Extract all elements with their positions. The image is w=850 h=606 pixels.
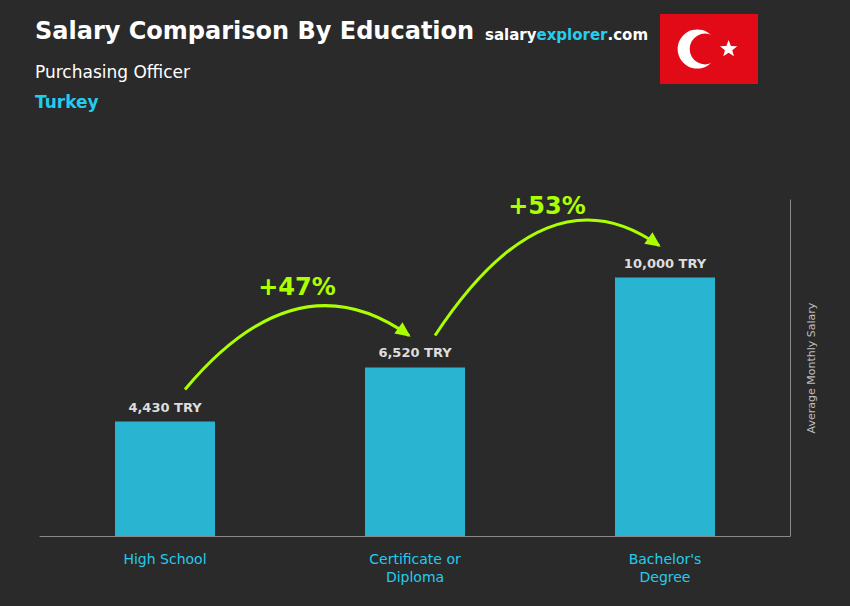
svg-text:.com: .com <box>607 26 648 44</box>
svg-text:Salary Comparison By Education: Salary Comparison By Education <box>35 17 474 45</box>
svg-text:salary: salary <box>485 26 537 44</box>
svg-text:Diploma: Diploma <box>386 569 444 585</box>
svg-text:Certificate or: Certificate or <box>369 551 461 567</box>
svg-text:High School: High School <box>123 551 206 567</box>
svg-text:+53%: +53% <box>508 192 586 220</box>
svg-text:Turkey: Turkey <box>35 92 99 112</box>
svg-text:10,000 TRY: 10,000 TRY <box>624 256 707 271</box>
svg-text:Degree: Degree <box>640 569 691 585</box>
svg-text:explorer: explorer <box>536 26 608 44</box>
svg-text:4,430 TRY: 4,430 TRY <box>128 400 202 415</box>
svg-text:6,520 TRY: 6,520 TRY <box>378 345 452 360</box>
svg-text:Average Monthly Salary: Average Monthly Salary <box>805 302 818 433</box>
svg-text:Purchasing Officer: Purchasing Officer <box>35 62 190 82</box>
svg-text:+47%: +47% <box>258 273 336 301</box>
svg-text:Bachelor's: Bachelor's <box>629 551 702 567</box>
